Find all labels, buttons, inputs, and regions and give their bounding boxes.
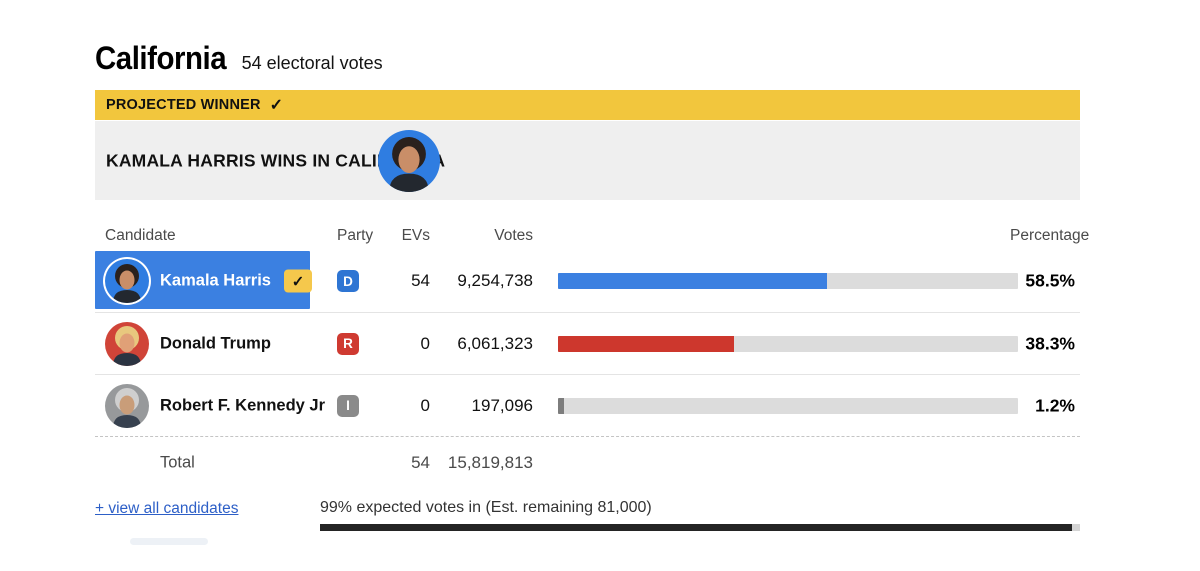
results-container: California 54 electoral votes PROJECTED …	[95, 0, 1090, 571]
evs-value: 54	[411, 271, 430, 290]
percentage-value: 38.3%	[1025, 333, 1075, 353]
total-evs: 54	[411, 452, 430, 472]
candidate-name: Robert F. Kennedy Jr	[160, 396, 326, 414]
total-label: Total	[160, 453, 195, 471]
electoral-votes-label: 54 electoral votes	[241, 53, 383, 73]
candidate-avatar	[105, 321, 149, 366]
projected-winner-label: PROJECTED WINNER	[106, 97, 261, 113]
candidate-name: Kamala Harris ✓	[160, 269, 312, 293]
candidate-avatar	[105, 259, 149, 303]
rfk-jr-avatar-icon	[113, 387, 141, 428]
total-row: Total 54 15,819,813	[95, 436, 1080, 488]
kamala-harris-avatar-icon	[113, 264, 141, 303]
check-icon: ✓	[269, 97, 284, 114]
total-votes: 15,819,813	[447, 452, 533, 472]
votes-value: 9,254,738	[457, 271, 533, 290]
projected-winner-banner: PROJECTED WINNER ✓	[95, 90, 1080, 120]
vote-share-bar	[558, 273, 1018, 289]
kamala-harris-portrait-icon	[389, 137, 429, 192]
percentage-value: 58.5%	[1025, 270, 1075, 291]
table-row-donald-trump: Donald Trump R 0 6,061,323 38.3%	[95, 312, 1080, 374]
winner-headline-banner: KAMALA HARRIS WINS IN CALIFORNIA	[95, 121, 1080, 200]
expected-votes-status: 99% expected votes in (Est. remaining 81…	[320, 499, 652, 516]
table-row-kamala-harris: Kamala Harris ✓ D 54 9,254,738 58.5%	[95, 250, 1080, 312]
party-badge-i: I	[337, 394, 359, 417]
winner-avatar	[378, 130, 440, 192]
votes-value: 197,096	[471, 395, 533, 415]
winner-check-icon: ✓	[283, 269, 312, 293]
header-votes: Votes	[494, 227, 533, 244]
header-candidate: Candidate	[105, 227, 176, 244]
scroll-indicator	[130, 538, 208, 545]
table-row-robert-f-kennedy-jr: Robert F. Kennedy Jr I 0 197,096 1.2%	[95, 374, 1080, 436]
candidate-avatar	[105, 383, 149, 428]
state-name: California	[95, 40, 227, 76]
header-evs: EVs	[401, 227, 430, 244]
vote-share-bar-fill	[558, 335, 735, 352]
vote-share-bar-fill	[558, 273, 828, 289]
candidate-name: Donald Trump	[160, 334, 271, 352]
vote-share-bar-fill	[558, 397, 564, 414]
evs-value: 0	[420, 395, 430, 415]
donald-trump-avatar-icon	[113, 325, 141, 366]
view-all-candidates-link[interactable]: + view all candidates	[95, 500, 239, 517]
winner-headline: KAMALA HARRIS WINS IN CALIFORNIA	[106, 150, 446, 170]
vote-share-bar	[558, 335, 1018, 352]
expected-votes-progress	[320, 524, 1080, 531]
header-party: Party	[337, 227, 374, 244]
vote-share-bar	[558, 397, 1018, 414]
expected-votes-progress-fill	[320, 524, 1073, 531]
table-header-row: Candidate Party EVs Votes Percentage	[95, 222, 1090, 250]
party-badge-r: R	[337, 332, 359, 355]
page-header: California 54 electoral votes	[95, 40, 383, 77]
party-badge-d: D	[337, 270, 359, 292]
percentage-value: 1.2%	[1035, 395, 1075, 415]
header-percentage: Percentage	[1010, 227, 1090, 244]
evs-value: 0	[420, 333, 430, 353]
votes-value: 6,061,323	[457, 333, 533, 353]
